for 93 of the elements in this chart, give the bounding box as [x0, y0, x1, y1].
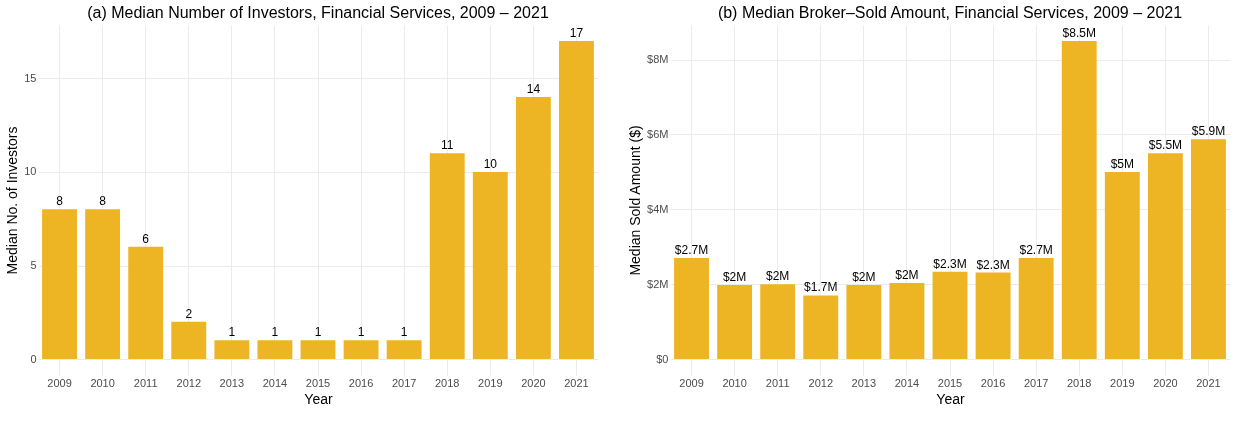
bar — [85, 209, 121, 360]
data-label: $2.7M — [1019, 243, 1053, 258]
y-tick-label: $6M — [647, 127, 669, 140]
bar — [760, 284, 796, 360]
bar — [257, 340, 293, 360]
x-tick-label: 2016 — [348, 376, 374, 389]
data-label: 11 — [441, 138, 454, 153]
x-tick-label: 2018 — [434, 376, 460, 389]
data-label: $8.5M — [1062, 25, 1096, 40]
bar — [932, 271, 968, 360]
x-tick-label: 2011 — [133, 376, 158, 389]
x-tick-label: 2021 — [564, 376, 589, 389]
x-axis-title: Year — [304, 390, 333, 407]
data-label: $2M — [852, 269, 876, 284]
data-label: $2.3M — [976, 257, 1010, 272]
x-tick-label: 2010 — [90, 376, 115, 389]
x-tick-label: 2012 — [176, 376, 202, 389]
data-label: 8 — [56, 194, 64, 209]
bar — [559, 40, 594, 360]
data-label: $5.5M — [1148, 138, 1183, 153]
y-tick-label: 0 — [30, 352, 37, 365]
bar — [1061, 40, 1097, 360]
data-label: $2M — [895, 268, 919, 283]
bar — [128, 246, 164, 360]
x-tick-label: 2017 — [1023, 376, 1049, 389]
x-tick-label: 2015 — [305, 376, 331, 389]
bar — [300, 340, 336, 360]
x-tick-label: 2011 — [765, 376, 790, 389]
y-tick-label: 5 — [30, 259, 37, 272]
y-tick-label: $8M — [647, 53, 669, 66]
data-label: $2M — [766, 269, 790, 284]
x-tick-label: 2013 — [219, 376, 245, 389]
data-label: $5M — [1110, 156, 1134, 171]
data-label: 17 — [569, 25, 584, 40]
data-label: 1 — [228, 325, 236, 340]
bar — [214, 340, 250, 360]
x-tick-label: 2019 — [478, 376, 503, 389]
x-tick-label: 2012 — [808, 376, 834, 389]
bar — [472, 171, 508, 360]
x-tick-label: 2014 — [894, 376, 920, 389]
x-axis-title: Year — [936, 390, 965, 407]
chart-title: (a) Median Number of Investors, Financial Services, 2009 – 2021 — [87, 4, 549, 21]
data-label: 1 — [271, 325, 279, 340]
bar — [1104, 171, 1140, 360]
bar — [717, 284, 753, 360]
bar — [343, 340, 379, 360]
y-tick-label: 10 — [24, 165, 37, 178]
bar — [975, 272, 1011, 360]
x-tick-label: 2021 — [1196, 376, 1221, 389]
x-tick-label: 2020 — [521, 376, 546, 389]
x-tick-label: 2013 — [851, 376, 877, 389]
data-label: 14 — [526, 82, 541, 97]
y-tick-label: $4M — [647, 202, 669, 215]
y-axis-title: Median Sold Amount ($) — [627, 125, 644, 276]
x-tick-label: 2018 — [1066, 376, 1092, 389]
x-tick-label: 2009 — [47, 376, 72, 389]
bar — [803, 295, 839, 360]
bar — [171, 321, 207, 360]
y-tick-label: 15 — [24, 71, 37, 84]
bar — [889, 283, 925, 360]
x-tick-label: 2016 — [980, 376, 1006, 389]
bar — [515, 97, 551, 360]
data-label: 2 — [185, 306, 193, 321]
y-axis-title: Median No. of Investors — [4, 126, 21, 275]
data-label: $5.9M — [1191, 124, 1226, 139]
bar — [1147, 153, 1183, 360]
bar — [386, 340, 422, 360]
y-tick-label: $0 — [656, 352, 669, 365]
data-label: 10 — [483, 156, 498, 171]
x-tick-label: 2020 — [1153, 376, 1178, 389]
data-label: 6 — [142, 231, 150, 246]
data-label: 1 — [314, 325, 322, 340]
bar — [42, 209, 77, 360]
data-label: 1 — [400, 325, 408, 340]
bar — [846, 284, 882, 360]
data-label: $2.3M — [933, 256, 967, 271]
x-tick-label: 2015 — [937, 376, 963, 389]
chart-title: (b) Median Broker–Sold Amount, Financial Services, 2009 – 2021 — [717, 4, 1183, 21]
bar — [1018, 258, 1054, 360]
data-label: $2.7M — [674, 243, 709, 258]
data-label: 1 — [357, 325, 365, 340]
data-label: 8 — [99, 194, 107, 209]
y-tick-label: $2M — [647, 277, 669, 290]
bar — [674, 258, 709, 360]
bar — [1191, 139, 1226, 360]
data-label: $1.7M — [804, 280, 838, 295]
data-label: $2M — [722, 269, 747, 284]
x-tick-label: 2014 — [262, 376, 288, 389]
bar — [429, 153, 465, 360]
x-tick-label: 2017 — [391, 376, 417, 389]
x-tick-label: 2010 — [722, 376, 747, 389]
x-tick-label: 2019 — [1110, 376, 1135, 389]
x-tick-label: 2009 — [679, 376, 704, 389]
